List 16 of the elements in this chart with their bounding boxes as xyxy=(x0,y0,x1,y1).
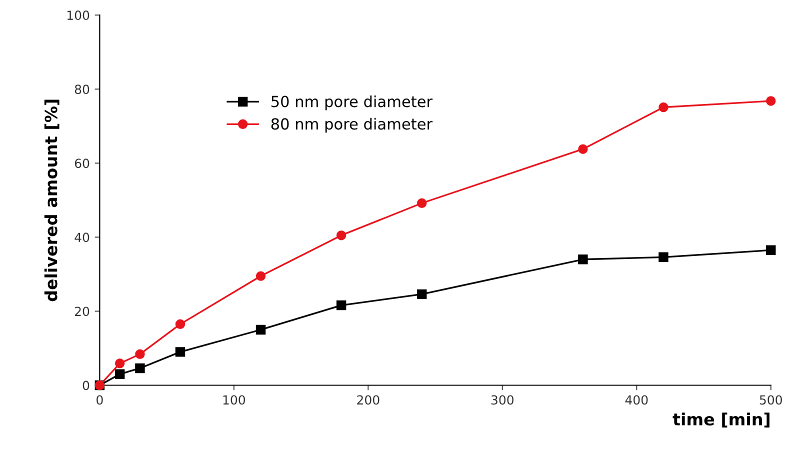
y-tick-label: 80 xyxy=(74,84,90,94)
x-tick-label: 0 xyxy=(96,395,103,405)
x-tick-label: 300 xyxy=(491,395,514,405)
x-tick-label: 200 xyxy=(357,395,380,405)
legend-label: 80 nm pore diameter xyxy=(271,118,433,133)
x-tick-label: 400 xyxy=(625,395,648,405)
y-tick-label: 0 xyxy=(82,380,90,390)
legend-label: 50 nm pore diameter xyxy=(272,95,433,110)
y-tick-label: 40 xyxy=(74,232,90,242)
x-tick-label: 100 xyxy=(223,395,246,405)
y-tick-label: 60 xyxy=(74,158,90,168)
x-axis-title: time [min] xyxy=(672,412,770,428)
y-tick-label: 20 xyxy=(74,306,90,316)
y-axis-title: delivered amount [%] xyxy=(44,100,60,302)
y-tick-label: 100 xyxy=(67,10,90,20)
x-tick-label: 500 xyxy=(760,395,782,405)
